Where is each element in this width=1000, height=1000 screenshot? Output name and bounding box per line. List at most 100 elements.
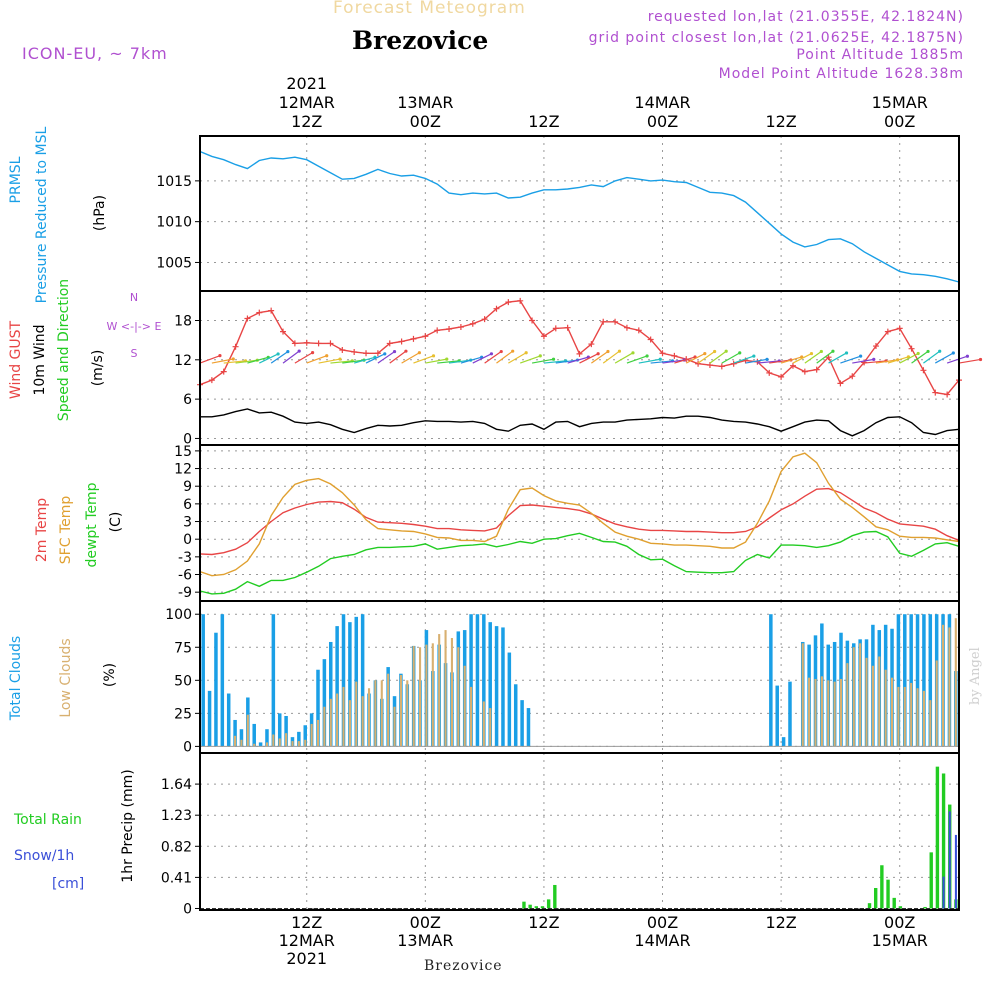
y-tick-label: 18 [174, 313, 192, 329]
bottom-axis-label: 12MAR [279, 931, 335, 950]
wind-arrow [270, 351, 289, 364]
bar-clouds-sub [827, 680, 830, 747]
bar-clouds-sub [355, 681, 358, 747]
top-axis-label: 13MAR [397, 93, 453, 112]
gust-point [872, 343, 879, 350]
bar-clouds-sub [884, 669, 887, 747]
bar-clouds-total [271, 614, 276, 747]
gust-point [363, 350, 370, 357]
gust-point [291, 340, 298, 347]
model-name: ICON-EU, ~ 7km [22, 44, 168, 63]
gust-point [612, 318, 619, 325]
bar-precip-sub [942, 876, 945, 909]
top-axis-label: 00Z [884, 112, 915, 131]
station-name: Brezovice [352, 26, 489, 55]
gust-point [932, 389, 939, 396]
gust-point [386, 340, 393, 347]
bar-clouds-sub [878, 656, 881, 747]
bar-clouds-total [788, 681, 792, 747]
wind-arrow [792, 353, 812, 364]
bar-clouds-sub [489, 708, 492, 747]
bar-clouds-sub [310, 723, 313, 747]
top-axis-label: 00Z [647, 112, 678, 131]
series-line-wind-1 [200, 408, 960, 437]
gust-point [303, 339, 310, 346]
gust-point [849, 373, 856, 380]
bar-clouds-total [322, 659, 327, 747]
snow-label: Snow/1h [14, 848, 74, 864]
wind-arrow [923, 350, 941, 364]
bar-clouds-sub [897, 686, 900, 747]
bar-precip-sub [948, 811, 951, 909]
wind-arrow-head [809, 351, 814, 356]
wind-arrow-head [872, 357, 876, 362]
bar-clouds-sub [457, 647, 460, 747]
wind-arrow [508, 352, 527, 364]
bar-clouds-total [526, 708, 531, 747]
bar-clouds-sub [954, 618, 957, 747]
wind-arrow-head [951, 351, 955, 355]
wind-arrow [638, 358, 661, 364]
wind-arrow [437, 360, 460, 364]
bar-clouds-total [348, 622, 352, 747]
bar-clouds-total [277, 713, 282, 747]
gust-point [446, 326, 453, 333]
wind-arrow-head [819, 349, 823, 354]
y-tick-label: 1010 [156, 215, 192, 231]
y-tick-label: 0.82 [161, 839, 192, 855]
wind-arrow-head [765, 357, 769, 361]
wind-arrow-head [417, 351, 421, 355]
bar-clouds-total [233, 719, 237, 747]
model-altitude: Model Point Altitude 1628.38m [718, 66, 964, 82]
bar-clouds-sub [342, 686, 345, 747]
gust-point [884, 328, 891, 335]
y-tick-label: 0 [183, 431, 192, 447]
wind-arrow-head [596, 352, 600, 356]
wind-arrow [591, 351, 609, 364]
wind-arrow [899, 352, 919, 364]
gust-point [718, 363, 725, 370]
gust-point [339, 346, 346, 353]
panel-wind [195, 290, 983, 446]
wind-arrow [958, 358, 981, 364]
bar-clouds-total [928, 614, 933, 747]
bar-clouds-sub [285, 733, 288, 747]
wind-arrow-head [404, 349, 408, 353]
wind-speed-label: Speed and Direction [56, 279, 72, 421]
bar-precip-total [873, 888, 878, 909]
wind-arrow [828, 352, 847, 364]
wind-arrow [614, 352, 634, 364]
wind-arrow [780, 356, 802, 364]
bar-precip-total [935, 766, 940, 909]
bar-clouds-total [482, 614, 486, 747]
wind-arrow-head [606, 349, 610, 354]
series-line-temperature-2 [199, 530, 960, 595]
bar-clouds-total [909, 614, 913, 747]
requested-coords: requested lon,lat (21.0355E, 42.1824N) [647, 9, 964, 25]
bar-clouds-sub [265, 742, 269, 747]
bar-clouds-sub [935, 660, 938, 747]
series-line-wind-0 [199, 300, 960, 396]
wind-arrow-head [844, 351, 849, 355]
bar-clouds-total [475, 614, 480, 747]
wind-arrow [804, 350, 822, 364]
panel-frame [199, 135, 960, 292]
gust-point [600, 318, 607, 325]
wind-arrow-head [310, 351, 315, 355]
gust-point [778, 373, 785, 380]
compass-n: N [130, 291, 138, 304]
bar-clouds-sub [406, 680, 409, 747]
gust-point [920, 367, 927, 374]
bar-clouds-sub [336, 693, 339, 747]
wind-arrow [199, 355, 221, 364]
panel-precip [195, 752, 960, 911]
panel-frame [199, 752, 960, 911]
gust-point [481, 316, 488, 323]
compass-s: S [131, 347, 138, 360]
wind-arrow-head [338, 357, 342, 361]
gust-point [208, 377, 215, 384]
bottom-axis-label: 15MAR [872, 931, 928, 950]
bar-precip-total [534, 906, 539, 909]
bar-clouds-total [316, 669, 320, 747]
bar-clouds-total [226, 693, 231, 747]
